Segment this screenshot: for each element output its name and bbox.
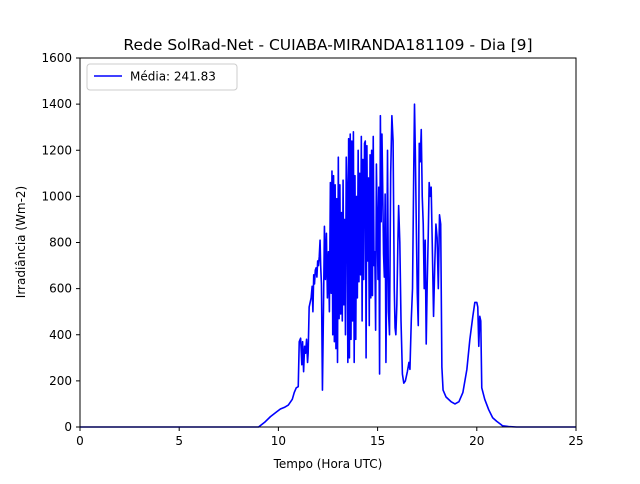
- legend-box: [86, 63, 238, 91]
- x-tick-label: 10: [271, 434, 286, 448]
- plot-frame: [79, 57, 577, 428]
- y-axis-label: Irradiância (Wm-2): [14, 186, 28, 298]
- x-axis-label: Tempo (Hora UTC): [273, 457, 383, 471]
- x-tick-label: 25: [568, 434, 583, 448]
- legend-label: Média: 241.83: [130, 70, 216, 84]
- series-group: [80, 103, 576, 428]
- y-tick-label: 200: [49, 374, 72, 388]
- y-tick-label: 1000: [41, 189, 72, 203]
- chart-title: Rede SolRad-Net - CUIABA-MIRANDA181109 -…: [123, 36, 532, 54]
- x-axis-ticks: 0 5 10 15 20 25: [76, 427, 584, 448]
- y-tick-label: 1600: [41, 51, 72, 65]
- y-axis-ticks: 0 200 400 600 800 1000 1200 1400 1600: [41, 51, 80, 434]
- y-tick-label: 1400: [41, 97, 72, 111]
- x-tick-label: 20: [469, 434, 484, 448]
- x-tick-label: 15: [370, 434, 385, 448]
- y-tick-label: 0: [64, 420, 72, 434]
- series-line: [80, 103, 576, 428]
- y-tick-label: 1200: [41, 143, 72, 157]
- y-tick-label: 600: [49, 282, 72, 296]
- legend: Média: 241.83: [86, 63, 238, 91]
- y-tick-label: 400: [49, 328, 72, 342]
- x-tick-label: 5: [175, 434, 183, 448]
- y-tick-label: 800: [49, 236, 72, 250]
- x-tick-label: 0: [76, 434, 84, 448]
